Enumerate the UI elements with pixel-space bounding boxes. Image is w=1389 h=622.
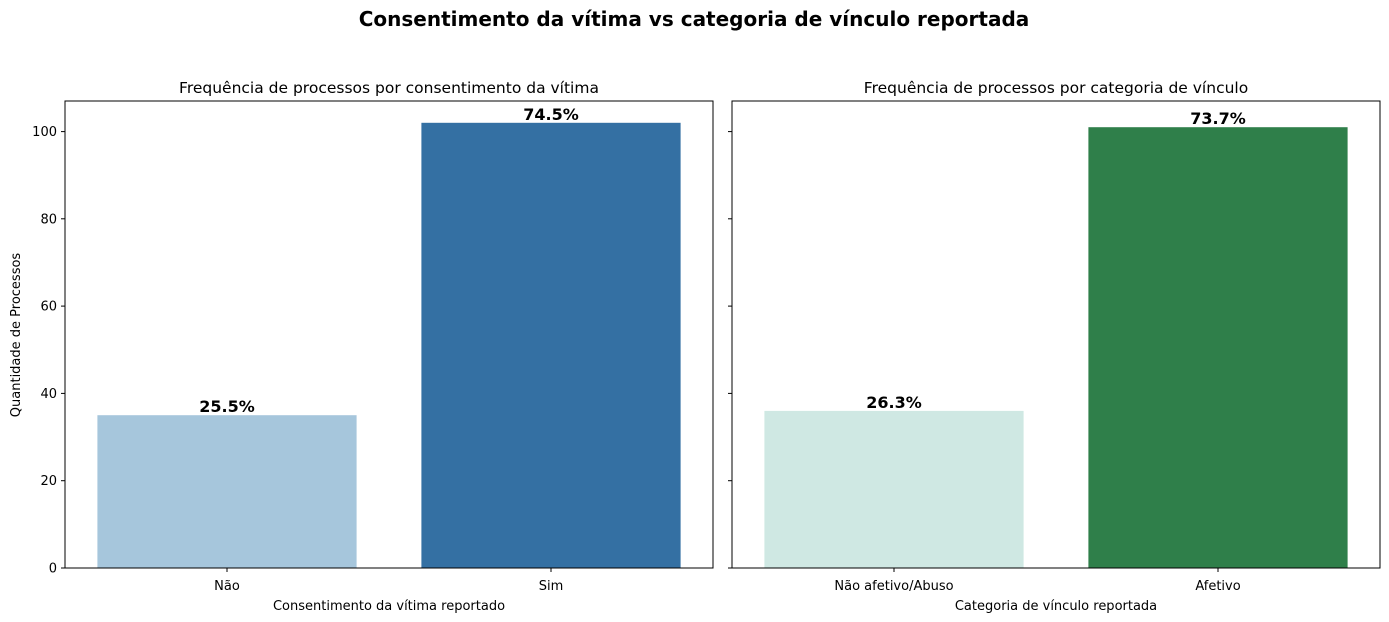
subplot-vinculo: Frequência de processos por categoria de…	[728, 79, 1381, 614]
y-axis-label: Quantidade de Processos	[9, 253, 24, 418]
figure-title: Consentimento da vítima vs categoria de …	[359, 7, 1030, 31]
plot-area-consentimento: 25.5% Não 74.5% Sim 0 20 40 60 80 100	[32, 100, 714, 594]
subplot-title-consentimento: Frequência de processos por consentiment…	[179, 79, 599, 97]
y-tick-label-consentimento-5: 100	[32, 125, 57, 140]
y-tick-label-consentimento-1: 20	[40, 474, 57, 489]
subplot-consentimento: Frequência de processos por consentiment…	[9, 79, 714, 614]
bar-label-vinculo-0: 26.3%	[866, 393, 922, 412]
bar-label-consentimento-0: 25.5%	[199, 397, 255, 416]
x-tick-label-consentimento-0: Não	[214, 579, 240, 594]
x-tick-label-vinculo-0: Não afetivo/Abuso	[834, 579, 953, 594]
bar-label-vinculo-1: 73.7%	[1190, 109, 1246, 128]
bar-label-consentimento-1: 74.5%	[523, 105, 579, 124]
y-tick-label-consentimento-2: 40	[40, 387, 57, 402]
bar-vinculo-1	[1088, 127, 1348, 568]
bar-consentimento-0	[97, 415, 357, 568]
x-axis-label-consentimento: Consentimento da vítima reportado	[273, 599, 505, 614]
subplot-title-vinculo: Frequência de processos por categoria de…	[864, 79, 1248, 97]
axes-frame-vinculo	[731, 100, 1381, 569]
bar-vinculo-0	[764, 410, 1024, 568]
plot-area-vinculo: 26.3% Não afetivo/Abuso 73.7% Afetivo	[728, 100, 1381, 594]
axes-frame-consentimento	[64, 100, 714, 569]
x-tick-label-vinculo-1: Afetivo	[1195, 579, 1240, 594]
x-tick-label-consentimento-1: Sim	[539, 579, 564, 594]
y-tick-label-consentimento-4: 80	[40, 212, 57, 227]
y-tick-label-consentimento-0: 0	[49, 562, 57, 577]
y-tick-label-consentimento-3: 60	[40, 300, 57, 315]
bar-consentimento-1	[421, 122, 681, 569]
x-axis-label-vinculo: Categoria de vínculo reportada	[955, 599, 1157, 614]
